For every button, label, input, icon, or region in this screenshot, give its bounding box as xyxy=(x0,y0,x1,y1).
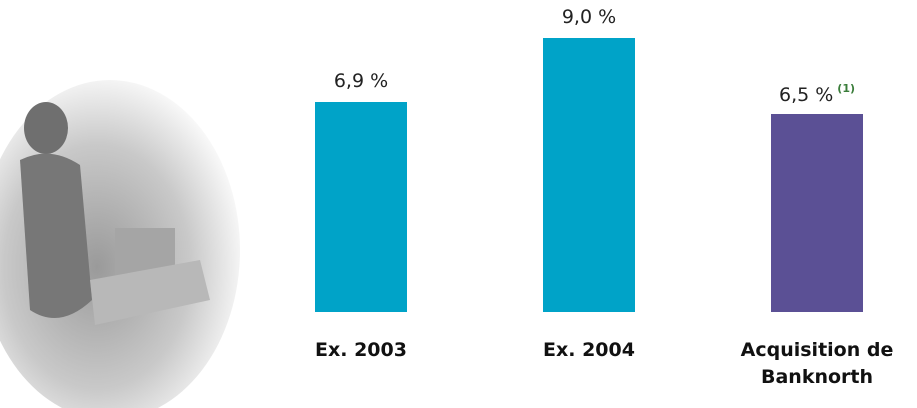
photo-desk xyxy=(90,260,210,325)
photo-head xyxy=(24,102,68,154)
x-tick-label: Ex. 2004 xyxy=(543,339,635,361)
x-tick-label: Ex. 2003 xyxy=(315,339,407,361)
bar xyxy=(315,102,407,312)
value-label: 6,5 % (1) xyxy=(779,82,855,106)
bar xyxy=(771,114,863,312)
value-label-text: 6,5 % xyxy=(778,84,834,107)
footnote-mark: (1) xyxy=(837,82,856,96)
photo xyxy=(0,80,240,408)
bar xyxy=(543,38,635,312)
value-label: 9,0 % xyxy=(562,6,616,28)
photo-body xyxy=(20,153,92,318)
value-label: 6,9 % xyxy=(334,70,388,92)
x-tick-label: Acquisition de Banknorth xyxy=(740,339,894,388)
value-label-text: 6,9 % xyxy=(333,70,389,93)
value-label-text: 9,0 % xyxy=(561,6,617,29)
